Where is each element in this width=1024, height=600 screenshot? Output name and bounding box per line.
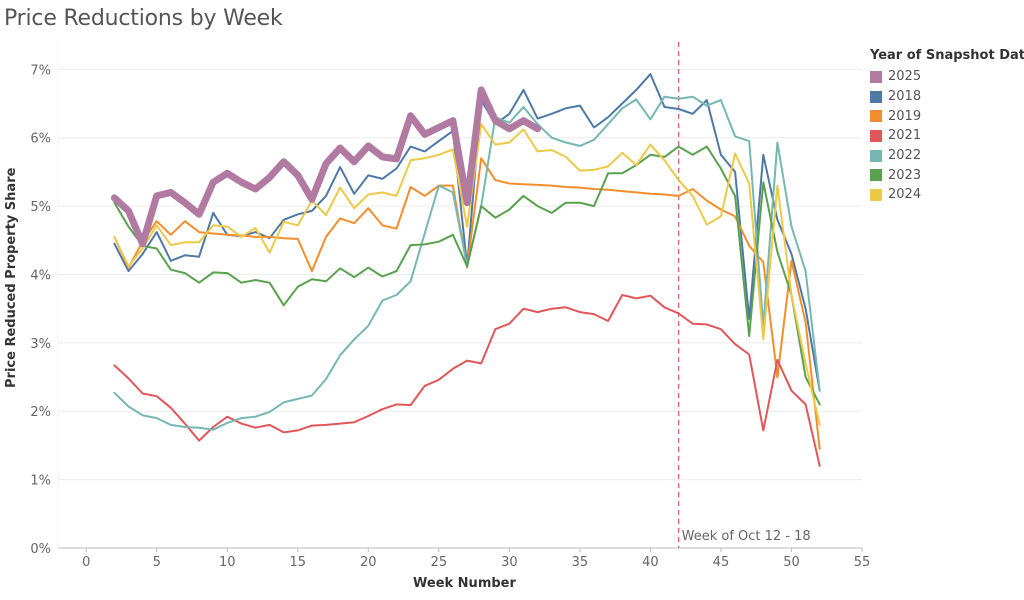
legend-item-2025: 2025 xyxy=(870,67,1024,87)
y-tick-label: 6% xyxy=(30,132,51,147)
legend-swatch xyxy=(870,169,882,182)
x-tick-label: 40 xyxy=(642,555,659,570)
x-axis-ticks: 0 5 10 15 20 25 30 35 40 45 50 55 xyxy=(58,547,871,570)
legend-swatch xyxy=(870,129,882,142)
x-tick-label: 10 xyxy=(219,555,236,570)
legend-item-2023: 2023 xyxy=(870,165,1024,185)
x-tick-label: 55 xyxy=(854,555,871,570)
series-line-2019 xyxy=(113,157,821,450)
legend-item-2018: 2018 xyxy=(870,87,1024,107)
legend-label: 2021 xyxy=(888,128,922,144)
legend-title: Year of Snapshot Date xyxy=(870,48,1024,63)
legend-swatch xyxy=(870,70,882,83)
y-axis-ticks: 0% 1% 2% 3% 4% 5% 6% 7% xyxy=(30,63,51,557)
y-tick-label: 0% xyxy=(30,542,51,557)
series-line-2021 xyxy=(113,294,821,467)
x-tick-label: 45 xyxy=(713,555,730,570)
reference-line: Week of Oct 12 - 18 xyxy=(677,42,811,548)
x-tick-label: 15 xyxy=(290,555,307,570)
series-line-2025 xyxy=(110,86,542,248)
y-tick-label: 3% xyxy=(30,337,51,352)
x-tick-label: 30 xyxy=(501,555,518,570)
legend: Year of Snapshot Date 2025 2018 2019 2021 20… xyxy=(870,48,1024,205)
legend-label: 2023 xyxy=(888,167,922,183)
legend-label: 2018 xyxy=(888,89,922,105)
legend-swatch xyxy=(870,149,882,162)
y-tick-label: 4% xyxy=(30,268,51,283)
y-tick-label: 1% xyxy=(30,474,51,489)
x-tick-label: 5 xyxy=(153,555,161,570)
y-tick-label: 2% xyxy=(30,405,51,420)
legend-item-2019: 2019 xyxy=(870,106,1024,126)
y-tick-label: 5% xyxy=(30,200,51,215)
reference-line-label: Week of Oct 12 - 18 xyxy=(682,529,811,544)
series-line-2024 xyxy=(113,123,821,426)
x-tick-label: 25 xyxy=(431,555,448,570)
series-lines xyxy=(110,73,821,467)
series-line-2023 xyxy=(113,145,821,406)
y-tick-label: 7% xyxy=(30,63,51,78)
legend-label: 2022 xyxy=(888,148,922,164)
legend-label: 2025 xyxy=(888,69,922,85)
y-axis-label: Price Reduced Property Share xyxy=(4,167,19,388)
legend-swatch xyxy=(870,90,882,103)
legend-label: 2019 xyxy=(888,108,922,124)
x-tick-label: 50 xyxy=(783,555,800,570)
x-tick-label: 20 xyxy=(360,555,377,570)
x-tick-label: 35 xyxy=(572,555,589,570)
legend-item-2024: 2024 xyxy=(870,185,1024,205)
legend-item-2022: 2022 xyxy=(870,146,1024,166)
legend-swatch xyxy=(870,188,882,201)
x-tick-label: 0 xyxy=(82,555,90,570)
legend-swatch xyxy=(870,110,882,123)
legend-label: 2024 xyxy=(888,187,922,203)
chart-title: Price Reductions by Week xyxy=(4,6,283,31)
legend-item-2021: 2021 xyxy=(870,126,1024,146)
gridlines xyxy=(57,42,862,549)
x-axis-label: Week Number xyxy=(413,576,516,591)
